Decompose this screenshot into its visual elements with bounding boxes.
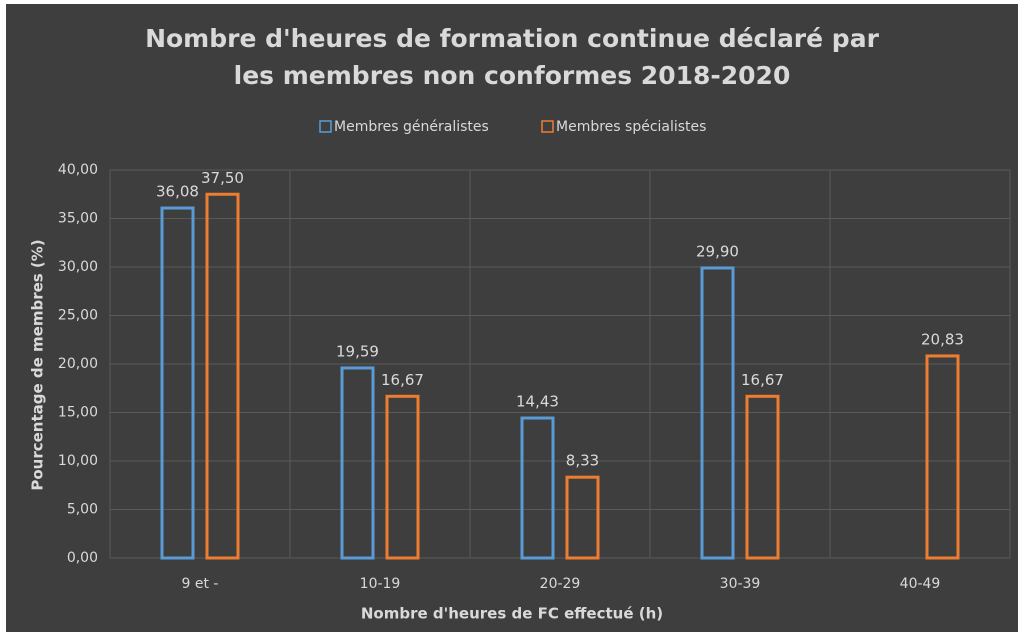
x-axis-label: Nombre d'heures de FC effectué (h) (361, 605, 663, 623)
legend-swatch (541, 120, 554, 133)
data-label: 16,67 (741, 371, 784, 389)
x-tick-label: 30-39 (720, 576, 761, 592)
x-tick-label: 40-49 (900, 576, 941, 592)
bar (205, 192, 240, 560)
bar (385, 394, 420, 560)
y-tick-label: 40,00 (58, 162, 98, 178)
data-label: 19,59 (336, 342, 379, 360)
bar (925, 354, 960, 560)
data-label: 14,43 (516, 393, 559, 411)
chart-background (6, 4, 1018, 632)
y-tick-label: 25,00 (58, 308, 98, 324)
data-label: 16,67 (381, 371, 424, 389)
legend-label: Membres généralistes (334, 119, 489, 135)
data-label: 36,08 (156, 183, 199, 201)
bar (160, 206, 195, 560)
legend-swatch (319, 120, 332, 133)
bar (520, 416, 555, 560)
y-tick-label: 10,00 (58, 453, 98, 469)
chart-title: Nombre d'heures de formation continue dé… (145, 24, 879, 53)
bar (340, 366, 375, 560)
y-tick-label: 35,00 (58, 211, 98, 227)
y-tick-label: 15,00 (58, 405, 98, 421)
y-tick-label: 5,00 (67, 502, 98, 518)
y-tick-label: 30,00 (58, 259, 98, 275)
y-tick-label: 20,00 (58, 356, 98, 372)
data-label: 20,83 (921, 330, 964, 348)
data-label: 29,90 (696, 242, 739, 260)
bar (700, 266, 735, 560)
x-tick-label: 9 et - (182, 576, 219, 592)
chart-title: les membres non conformes 2018-2020 (234, 61, 791, 90)
bar (745, 394, 780, 560)
data-label: 37,50 (201, 169, 244, 187)
x-tick-label: 20-29 (540, 576, 581, 592)
data-label: 8,33 (566, 452, 599, 470)
y-tick-label: 0,00 (67, 550, 98, 566)
bar (565, 475, 600, 560)
x-tick-label: 10-19 (360, 576, 401, 592)
y-axis-label: Pourcentage de membres (%) (29, 239, 47, 490)
legend-label: Membres spécialistes (556, 119, 706, 135)
